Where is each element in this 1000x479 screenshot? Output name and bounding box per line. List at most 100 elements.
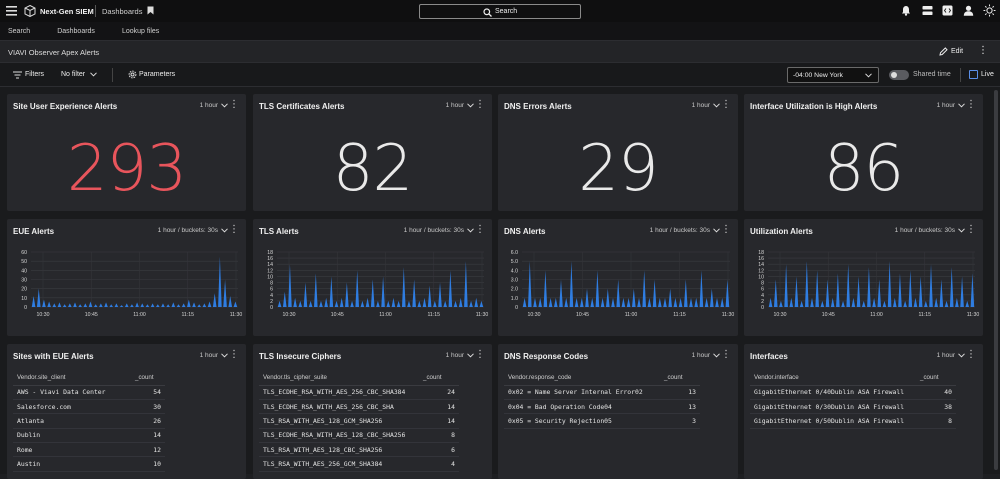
app-name[interactable]: Next-Gen SIEM — [40, 7, 94, 16]
shared-time-toggle[interactable] — [889, 70, 909, 80]
table-row[interactable]: Austin 10 — [13, 456, 165, 472]
table-panel-interfaces[interactable]: Interfaces 1 hour ⋮ Vendor.interface _cou… — [744, 344, 983, 479]
parameters-gear-icon[interactable] — [128, 70, 137, 81]
chart-bar — [715, 297, 719, 307]
table-row[interactable]: GigabitEthernet 0/30Dublin ASA Firewall 3… — [750, 399, 956, 415]
chart-panel-eue[interactable]: EUE Alerts 1 hour / buckets: 30s ⋮ 60 50 4… — [7, 219, 246, 336]
stat-value: 86 — [823, 132, 904, 206]
panel-time-range[interactable]: 1 hour — [446, 102, 474, 109]
page-scrollbar[interactable] — [994, 90, 998, 470]
panel-menu-icon[interactable]: ⋮ — [229, 349, 239, 360]
column-header[interactable]: Vendor.site_client — [13, 371, 131, 386]
table-row[interactable]: TLS_RSA_WITH_AES_256_GCM_SHA384 4 — [259, 456, 459, 472]
table-row[interactable]: TLS_RSA_WITH_AES_128_GCM_SHA256 14 — [259, 413, 459, 429]
chart-bar — [929, 264, 933, 307]
panel-time-range[interactable]: 1 hour / buckets: 30s — [158, 227, 228, 234]
stat-panel-dns-errors[interactable]: DNS Errors Alerts 1 hour ⋮ 29 — [498, 94, 738, 211]
panel-time-range[interactable]: 1 hour / buckets: 30s — [650, 227, 720, 234]
nav-search[interactable]: Search — [8, 27, 31, 35]
dashboard-more-icon[interactable]: ⋮ — [978, 45, 988, 56]
chart-bar — [867, 267, 871, 307]
table-row[interactable]: GigabitEthernet 0/40Dublin ASA Firewall 4… — [750, 385, 956, 400]
table-panel-dns-codes[interactable]: DNS Response Codes 1 hour ⋮ Vendor.respo… — [498, 344, 738, 479]
nav-dashboards[interactable]: Dashboards — [57, 27, 95, 35]
filters-icon[interactable] — [13, 71, 22, 81]
global-search-box[interactable]: Search — [419, 4, 581, 19]
panel-time-range[interactable]: 1 hour — [692, 102, 720, 109]
table-row[interactable]: GigabitEthernet 0/50Dublin ASA Firewall 8 — [750, 413, 956, 429]
table-row[interactable]: TLS_ECDHE_RSA_WITH_AES_128_CBC_SHA256 8 — [259, 428, 459, 444]
panel-time-range[interactable]: 1 hour — [692, 352, 720, 359]
stat-panel-tls-cert[interactable]: TLS Certificates Alerts 1 hour ⋮ 82 — [253, 94, 492, 211]
chart-bar — [949, 267, 954, 307]
column-header[interactable]: _count — [916, 371, 956, 386]
column-header[interactable]: _count — [131, 371, 165, 386]
table-row[interactable]: Atlanta 26 — [13, 413, 165, 429]
breadcrumb-dashboards[interactable]: Dashboards — [102, 7, 143, 16]
table-row[interactable]: 0x05 = Security Rejection05 3 — [504, 413, 700, 429]
chart-bar — [694, 297, 698, 307]
panel-menu-icon[interactable]: ⋮ — [966, 224, 976, 235]
table-panel-sites[interactable]: Sites with EUE Alerts 1 hour ⋮ Vendor.si… — [7, 344, 246, 479]
table-row[interactable]: TLS_ECDHE_RSA_WITH_AES_256_CBC_SHA384 24 — [259, 385, 459, 400]
chevron-down-icon — [958, 353, 965, 358]
filters-button[interactable]: Filters — [25, 71, 45, 78]
no-filter-dropdown[interactable]: No filter — [61, 71, 86, 78]
theme-toggle-sun-icon[interactable] — [983, 4, 996, 19]
chart-panel-utilization[interactable]: Utilization Alerts 1 hour / buckets: 30s… — [744, 219, 983, 336]
y-tick-label: 10 — [21, 296, 27, 302]
panel-menu-icon[interactable]: ⋮ — [721, 99, 731, 110]
bookmark-icon[interactable] — [147, 6, 154, 17]
table-row[interactable]: TLS_RSA_WITH_AES_128_CBC_SHA256 6 — [259, 442, 459, 458]
edit-button[interactable]: Edit — [951, 48, 964, 55]
column-header[interactable]: Vendor.response_code — [504, 371, 660, 386]
chart-panel-dns[interactable]: DNS Alerts 1 hour / buckets: 30s ⋮ 6.0 5.… — [498, 219, 738, 336]
stat-panel-site-ue[interactable]: Site User Experience Alerts 1 hour ⋮ 293 — [7, 94, 246, 211]
panel-menu-icon[interactable]: ⋮ — [966, 349, 976, 360]
panel-time-range[interactable]: 1 hour / buckets: 30s — [404, 227, 474, 234]
column-header[interactable]: _count — [660, 371, 700, 386]
column-header[interactable]: _count — [419, 371, 459, 386]
panel-time-range[interactable]: 1 hour — [446, 352, 474, 359]
table-row[interactable]: AWS - Viavi Data Center 54 — [13, 385, 165, 400]
panel-menu-icon[interactable]: ⋮ — [475, 99, 485, 110]
panel-time-range[interactable]: 1 hour — [200, 102, 228, 109]
parameters-button[interactable]: Parameters — [139, 71, 176, 78]
panel-time-range[interactable]: 1 hour — [200, 352, 228, 359]
chart-panel-tls[interactable]: TLS Alerts 1 hour / buckets: 30s ⋮ 18 16 1… — [253, 219, 492, 336]
nav-lookup-files[interactable]: Lookup files — [121, 27, 160, 35]
chart-bar — [448, 270, 453, 307]
table-panel-tls-ciphers[interactable]: TLS Insecure Ciphers 1 hour ⋮ Vendor.tls… — [253, 344, 492, 479]
panel-menu-icon[interactable]: ⋮ — [475, 224, 485, 235]
table-row[interactable]: Dublin 14 — [13, 428, 165, 444]
chart-bar — [339, 297, 344, 307]
panel-menu-icon[interactable]: ⋮ — [475, 349, 485, 360]
table-row[interactable]: Salesforce.com 30 — [13, 399, 165, 415]
user-profile-icon[interactable] — [963, 5, 974, 18]
stat-panel-interface-util[interactable]: Interface Utilization is High Alerts 1 h… — [744, 94, 983, 211]
timezone-select[interactable]: -04:00 New York — [787, 67, 879, 83]
column-header[interactable]: Vendor.tls_cipher_suite — [259, 371, 419, 386]
notifications-bell-icon[interactable] — [901, 5, 911, 18]
panel-menu-icon[interactable]: ⋮ — [229, 224, 239, 235]
table-row[interactable]: 0x04 = Bad Operation Code04 13 — [504, 399, 700, 415]
hamburger-menu-icon[interactable] — [6, 6, 17, 16]
apps-switcher-icon[interactable] — [922, 5, 933, 18]
edit-pencil-icon[interactable] — [939, 47, 948, 58]
column-header[interactable]: Vendor.interface — [750, 371, 916, 386]
panel-menu-icon[interactable]: ⋮ — [229, 99, 239, 110]
panel-time-range[interactable]: 1 hour / buckets: 30s — [895, 227, 965, 234]
table-row[interactable]: Rome 12 — [13, 442, 165, 458]
table-row[interactable]: 0x02 = Name Server Internal Error02 13 — [504, 385, 700, 400]
panel-time-range[interactable]: 1 hour — [937, 102, 965, 109]
secondary-nav: Search Dashboards Lookup files — [0, 22, 1000, 40]
code-icon[interactable] — [942, 5, 953, 18]
panel-menu-icon[interactable]: ⋮ — [966, 99, 976, 110]
chart-bar — [882, 300, 887, 307]
panel-menu-icon[interactable]: ⋮ — [721, 349, 731, 360]
live-checkbox[interactable] — [969, 70, 978, 79]
live-label: Live — [981, 71, 994, 78]
table-row[interactable]: TLS_ECDHE_RSA_WITH_AES_256_CBC_SHA 14 — [259, 399, 459, 415]
panel-menu-icon[interactable]: ⋮ — [721, 224, 731, 235]
panel-time-range[interactable]: 1 hour — [937, 352, 965, 359]
